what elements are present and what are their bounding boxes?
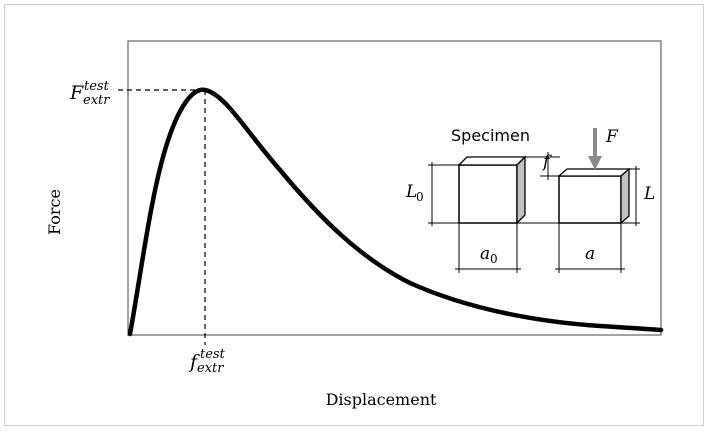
f-extr-test-label: F (69, 82, 84, 104)
a0-label-sub: 0 (490, 252, 498, 266)
force-arrow (588, 128, 602, 170)
a0-label-main: a (480, 244, 490, 264)
y-axis-label: Force (45, 189, 64, 235)
l-label: L (643, 184, 655, 204)
a-label: a (585, 244, 595, 264)
f-extr-sub: extr (83, 93, 110, 108)
l0-label-sub: 0 (416, 190, 424, 204)
specimen-compressed (557, 167, 631, 225)
f-extr-x-sup: test (200, 347, 226, 362)
force-curve (127, 87, 664, 337)
dimension-lines (428, 152, 640, 273)
specimen-initial (457, 155, 527, 225)
f-displacement-label: f (541, 152, 552, 172)
l0-label-main: L (405, 182, 417, 202)
f-force-label: F (605, 127, 619, 147)
f-extr-x-main: f (188, 351, 200, 373)
figure-frame (4, 4, 704, 426)
x-axis-label: Displacement (326, 390, 437, 409)
specimen-title: Specimen (451, 126, 530, 145)
plot-area (127, 40, 662, 336)
f-extr-sup: test (84, 79, 110, 94)
f-extr-x-sub: extr (197, 361, 224, 376)
